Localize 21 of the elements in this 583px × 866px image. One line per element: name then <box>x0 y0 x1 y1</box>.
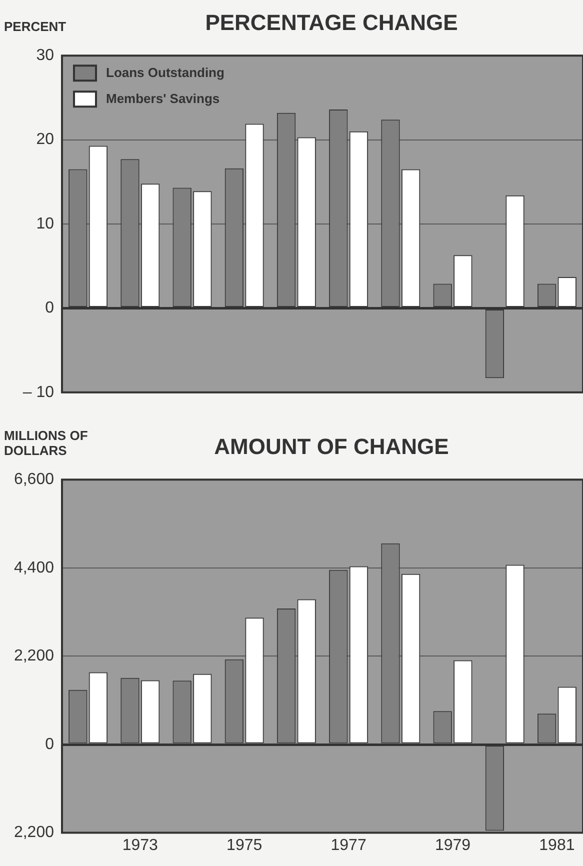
x-tick-label: 1975 <box>226 836 262 854</box>
y-tick-label: 0 <box>45 300 54 317</box>
legend-label: Members' Savings <box>106 91 220 106</box>
y-tick-label: 2,200 <box>14 824 54 842</box>
y-tick-label: – 10 <box>22 384 54 401</box>
x-tick-label: 1981 <box>539 836 575 854</box>
chart-title: PERCENTAGE CHANGE <box>205 10 458 35</box>
chart-title: AMOUNT OF CHANGE <box>214 434 449 459</box>
y-tick-label: 6,600 <box>14 471 54 488</box>
x-tick-label: 1977 <box>330 836 366 854</box>
x-tick-label: 1979 <box>434 836 471 854</box>
y-tick-label: 0 <box>45 736 54 753</box>
y-tick-label: 4,400 <box>14 559 54 576</box>
y-axis-title: MILLIONS OF DOLLARS <box>4 428 89 458</box>
y-tick-label: 30 <box>36 47 54 64</box>
y-tick-label: 2,200 <box>14 648 54 665</box>
y-tick-label: 10 <box>36 215 54 232</box>
y-tick-label: 20 <box>36 131 54 148</box>
x-tick-label: 1973 <box>122 836 158 854</box>
y-axis-title: PERCENT <box>4 19 68 34</box>
legend-label: Loans Outstanding <box>106 65 224 80</box>
